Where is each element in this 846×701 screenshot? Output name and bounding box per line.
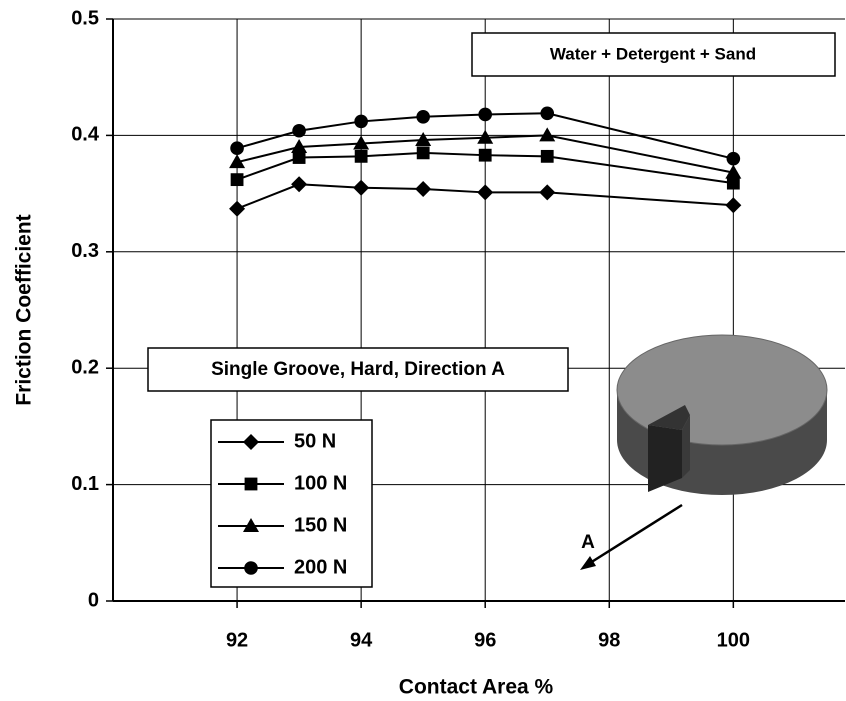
annotation: A xyxy=(581,532,595,553)
grid: 0 0.1 0.2 0.3 0.4 0.5 92 94 96 98 100 xyxy=(71,7,845,651)
marker xyxy=(415,180,432,197)
series-layer xyxy=(229,106,742,217)
marker xyxy=(539,184,556,201)
marker xyxy=(540,106,555,121)
marker xyxy=(540,149,554,163)
disk-illustration xyxy=(580,334,828,570)
marker xyxy=(477,184,494,201)
annotation-box xyxy=(147,347,569,392)
marker xyxy=(230,173,244,187)
x-tick-label: 100 xyxy=(717,629,750,651)
marker xyxy=(416,109,430,124)
annotation: Water + Detergent + Sand xyxy=(550,44,756,63)
marker xyxy=(477,129,494,144)
marker xyxy=(353,179,370,196)
marker xyxy=(725,164,742,179)
x-tick-label: 94 xyxy=(350,629,373,651)
marker xyxy=(291,176,308,193)
y-axis-title: Friction Coefficient xyxy=(13,214,36,405)
marker xyxy=(229,200,246,217)
y-tick-label: 0.4 xyxy=(71,124,100,146)
annotation: Single Groove, Hard, Direction A xyxy=(211,359,505,380)
marker xyxy=(354,149,368,163)
x-tick-label: 98 xyxy=(598,629,620,651)
marker xyxy=(243,434,259,450)
marker xyxy=(478,148,492,162)
marker xyxy=(244,477,258,491)
marker xyxy=(292,151,306,164)
marker xyxy=(539,127,556,142)
marker xyxy=(292,123,306,138)
legend: 50 N 100 N 150 N 200 N xyxy=(210,419,373,588)
marker xyxy=(353,135,370,150)
x-tick-label: 92 xyxy=(226,629,248,651)
marker xyxy=(243,518,259,532)
y-tick-label: 0.2 xyxy=(71,356,99,378)
marker xyxy=(354,114,368,129)
marker xyxy=(229,154,246,169)
legend-label: 50 N xyxy=(294,430,336,452)
marker xyxy=(726,151,741,166)
marker xyxy=(291,139,308,154)
y-tick-label: 0.1 xyxy=(71,473,99,495)
marker xyxy=(416,146,430,160)
marker xyxy=(415,132,432,147)
y-tick-label: 0 xyxy=(88,589,99,611)
marker xyxy=(230,141,244,156)
legend-label: 200 N xyxy=(294,556,347,578)
annotation-box xyxy=(471,32,836,77)
y-tick-label: 0.5 xyxy=(71,7,99,29)
x-axis-title: Contact Area % xyxy=(399,676,554,699)
legend-label: 150 N xyxy=(294,514,347,536)
legend-box xyxy=(210,419,373,588)
x-tick-label: 96 xyxy=(474,629,496,651)
legend-label: 100 N xyxy=(294,472,347,494)
marker xyxy=(726,176,740,190)
y-tick-label: 0.3 xyxy=(71,240,99,262)
marker xyxy=(725,197,742,214)
marker xyxy=(478,107,493,122)
marker xyxy=(244,561,258,575)
